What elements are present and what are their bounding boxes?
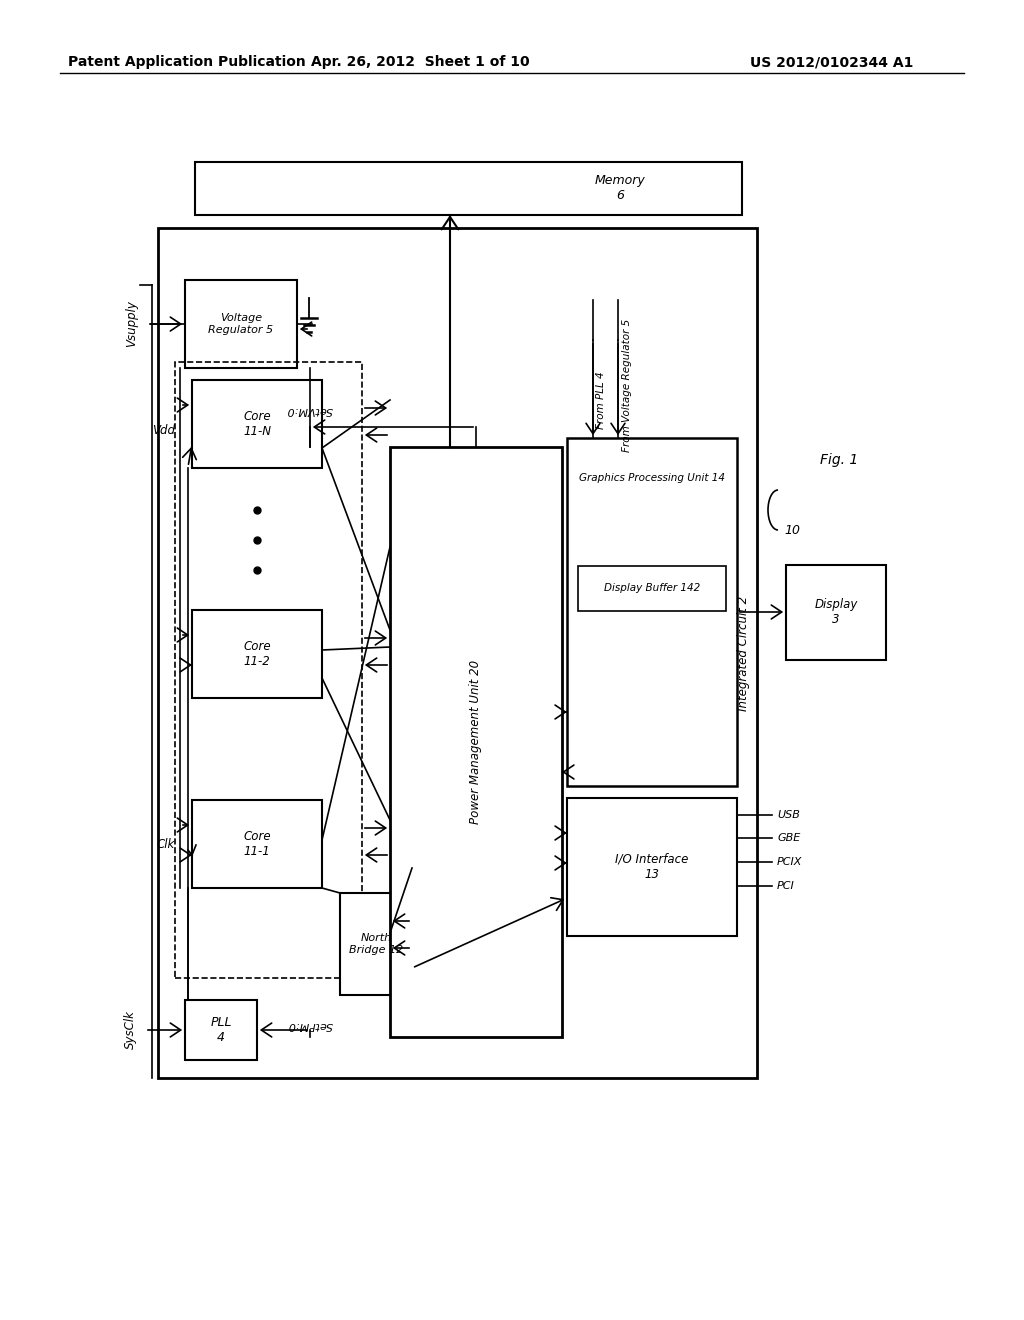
Text: Vsupply: Vsupply <box>126 301 138 347</box>
Bar <box>567 799 737 936</box>
Bar <box>195 162 742 215</box>
Bar <box>175 362 362 978</box>
Bar <box>193 800 322 888</box>
Text: I/O Interface
13: I/O Interface 13 <box>615 853 689 880</box>
Text: SetFM:0: SetFM:0 <box>288 1020 333 1030</box>
Text: North
Bridge 12: North Bridge 12 <box>349 933 403 954</box>
Text: Voltage
Regulator 5: Voltage Regulator 5 <box>209 313 273 335</box>
Text: 10: 10 <box>784 524 800 536</box>
Bar <box>158 228 757 1078</box>
Bar <box>578 566 726 611</box>
Text: From Voltage Regulator 5: From Voltage Regulator 5 <box>622 318 632 451</box>
Bar <box>193 380 322 469</box>
Text: Patent Application Publication: Patent Application Publication <box>68 55 306 69</box>
Text: PCIX: PCIX <box>777 857 803 867</box>
Text: Power Management Unit 20: Power Management Unit 20 <box>469 660 482 824</box>
Text: GBE: GBE <box>777 833 800 843</box>
Bar <box>185 280 297 368</box>
Text: SetVM:0: SetVM:0 <box>287 405 333 414</box>
Bar <box>390 447 562 1038</box>
Text: PLL
4: PLL 4 <box>210 1016 231 1044</box>
Text: Core
11-1: Core 11-1 <box>243 830 270 858</box>
Text: Integrated Circuit 2: Integrated Circuit 2 <box>736 595 750 710</box>
Text: Memory
6: Memory 6 <box>595 174 645 202</box>
Text: Graphics Processing Unit 14: Graphics Processing Unit 14 <box>579 473 725 483</box>
Text: Vdd: Vdd <box>152 424 175 437</box>
Text: US 2012/0102344 A1: US 2012/0102344 A1 <box>750 55 913 69</box>
Text: Core
11-N: Core 11-N <box>243 411 271 438</box>
Bar <box>185 1001 257 1060</box>
Text: Apr. 26, 2012  Sheet 1 of 10: Apr. 26, 2012 Sheet 1 of 10 <box>310 55 529 69</box>
Bar <box>567 438 737 785</box>
Text: PCI: PCI <box>777 880 795 891</box>
Bar <box>786 565 886 660</box>
Text: SysClk: SysClk <box>124 1011 136 1049</box>
Text: USB: USB <box>777 810 800 820</box>
Text: Core
11-2: Core 11-2 <box>243 640 270 668</box>
Text: Clk: Clk <box>157 838 175 851</box>
Text: Display
3: Display 3 <box>814 598 858 626</box>
Text: Fig. 1: Fig. 1 <box>820 453 858 467</box>
Bar <box>340 894 412 995</box>
Text: From PLL 4: From PLL 4 <box>596 371 606 429</box>
Bar <box>193 610 322 698</box>
Text: Display Buffer 142: Display Buffer 142 <box>604 583 700 593</box>
